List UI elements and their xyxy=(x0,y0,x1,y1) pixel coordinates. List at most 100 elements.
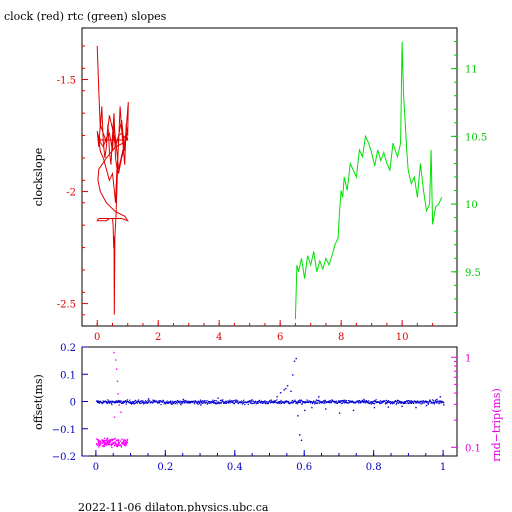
bottom-y-axis-label-right: rnd−trip(ms) xyxy=(490,388,503,462)
offset-point xyxy=(119,401,121,403)
offset-point xyxy=(247,403,249,405)
offset-point xyxy=(428,400,430,402)
offset-point xyxy=(336,402,339,404)
offset-point xyxy=(348,400,350,402)
offset-point xyxy=(280,402,283,404)
offset-point xyxy=(149,400,151,402)
offset-point xyxy=(215,403,217,405)
roundtrip-point xyxy=(125,441,127,443)
bottom-yl-tick-label: 0.1 xyxy=(60,370,76,381)
offset-point xyxy=(361,401,363,403)
offset-point xyxy=(174,403,176,405)
roundtrip-point xyxy=(125,443,127,445)
offset-point xyxy=(313,401,315,403)
offset-point xyxy=(374,403,376,405)
offset-point xyxy=(410,400,412,402)
roundtrip-point xyxy=(109,440,112,442)
offset-point xyxy=(427,403,429,405)
offset-point xyxy=(220,402,222,404)
offset-point xyxy=(262,401,264,403)
offset-point xyxy=(231,402,233,404)
offset-point xyxy=(134,399,137,401)
offset-point xyxy=(296,402,298,404)
offset-point xyxy=(110,400,112,402)
offset-point xyxy=(300,400,302,402)
offset-point xyxy=(408,402,410,405)
footer-label: 2022-11-06 dilaton.physics.ubc.ca xyxy=(78,501,269,512)
offset-point xyxy=(414,402,417,404)
offset-point xyxy=(240,401,242,404)
offset-point xyxy=(366,402,368,404)
bottom-x-tick-label: 0.4 xyxy=(227,462,243,473)
offset-point xyxy=(423,400,425,402)
offset-point xyxy=(135,402,137,404)
offset-outlier-point xyxy=(279,392,282,394)
offset-point xyxy=(141,401,144,403)
offset-point xyxy=(236,401,239,403)
offset-point xyxy=(368,400,370,402)
offset-point xyxy=(180,404,182,406)
offset-point xyxy=(234,401,237,403)
offset-point xyxy=(400,401,402,403)
offset-point xyxy=(278,401,280,404)
offset-point xyxy=(170,400,172,402)
offset-point xyxy=(228,402,230,404)
offset-point xyxy=(187,401,189,403)
offset-point xyxy=(162,399,164,401)
offset-point xyxy=(136,402,138,404)
offset-point xyxy=(97,401,99,403)
offset-point xyxy=(190,401,193,403)
offset-outlier-point xyxy=(217,397,219,399)
offset-point xyxy=(115,401,117,403)
offset-point xyxy=(234,399,236,401)
offset-point xyxy=(358,402,360,404)
offset-point xyxy=(300,399,302,401)
offset-point xyxy=(241,403,244,405)
roundtrip-point xyxy=(125,444,127,447)
offset-point xyxy=(413,402,415,404)
offset-point xyxy=(315,400,317,403)
offset-point xyxy=(412,401,414,403)
offset-point xyxy=(125,400,127,402)
offset-point xyxy=(106,402,108,405)
roundtrip-point xyxy=(123,443,126,445)
offset-point xyxy=(298,401,300,403)
offset-point xyxy=(304,401,306,403)
roundtrip-point xyxy=(104,440,107,442)
offset-point xyxy=(329,402,331,404)
roundtrip-point xyxy=(113,441,115,444)
offset-point xyxy=(134,400,136,402)
offset-point xyxy=(382,401,384,403)
roundtrip-outlier-point xyxy=(115,359,117,361)
offset-point xyxy=(214,403,216,405)
offset-point xyxy=(426,401,429,403)
offset-point xyxy=(284,402,286,404)
offset-point xyxy=(117,400,120,402)
offset-point xyxy=(373,400,375,402)
offset-point xyxy=(196,401,198,403)
offset-point xyxy=(102,400,104,402)
offset-point xyxy=(443,402,445,404)
offset-point xyxy=(146,401,148,403)
offset-point xyxy=(318,399,320,401)
offset-point xyxy=(285,401,287,403)
roundtrip-point xyxy=(118,442,120,444)
offset-point xyxy=(165,401,167,403)
offset-point xyxy=(133,403,135,405)
top-x-tick-label: 0 xyxy=(94,332,100,343)
offset-point xyxy=(121,401,123,403)
offset-point xyxy=(299,399,301,401)
offset-point xyxy=(194,400,196,402)
bottom-x-tick-label: 0.6 xyxy=(296,462,312,473)
roundtrip-point xyxy=(107,443,109,445)
offset-point xyxy=(129,399,131,401)
offset-point xyxy=(126,400,128,402)
offset-point xyxy=(239,401,241,404)
offset-point xyxy=(344,399,346,401)
offset-point xyxy=(257,402,259,404)
roundtrip-point xyxy=(102,439,104,442)
offset-point xyxy=(176,401,178,403)
offset-point xyxy=(323,401,325,403)
offset-point xyxy=(144,402,146,404)
offset-point xyxy=(195,401,198,403)
